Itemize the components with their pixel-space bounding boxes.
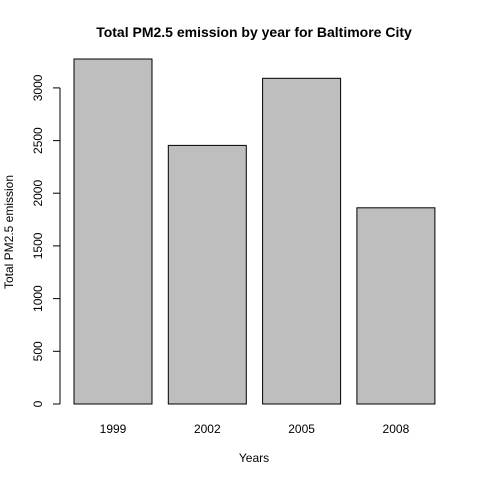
- y-tick-label: 1500: [31, 232, 45, 259]
- bar-2005: [262, 77, 342, 405]
- y-tick-label: 2000: [31, 180, 45, 207]
- y-axis: 0 500 1000 1500 2000 2500 3000: [31, 74, 61, 407]
- bar-2008: [356, 207, 436, 405]
- y-tick-label: 1000: [31, 285, 45, 312]
- y-tick-label: 3000: [31, 74, 45, 101]
- x-axis-label: Years: [239, 451, 269, 465]
- bar-1999: [73, 58, 153, 405]
- x-tick-label: 1999: [100, 422, 127, 436]
- y-axis-label: Total PM2.5 emission: [2, 175, 16, 289]
- x-tick-label: 2002: [194, 422, 221, 436]
- chart-title: Total PM2.5 emission by year for Baltimo…: [96, 24, 412, 40]
- y-tick-label: 0: [31, 400, 45, 407]
- bars-group: [73, 58, 436, 405]
- x-tick-label: 2008: [383, 422, 410, 436]
- x-tick-labels: 1999 2002 2005 2008: [100, 422, 410, 436]
- x-tick-label: 2005: [288, 422, 315, 436]
- bar-2002: [167, 144, 247, 405]
- y-tick-label: 2500: [31, 127, 45, 154]
- y-tick-label: 500: [31, 341, 45, 361]
